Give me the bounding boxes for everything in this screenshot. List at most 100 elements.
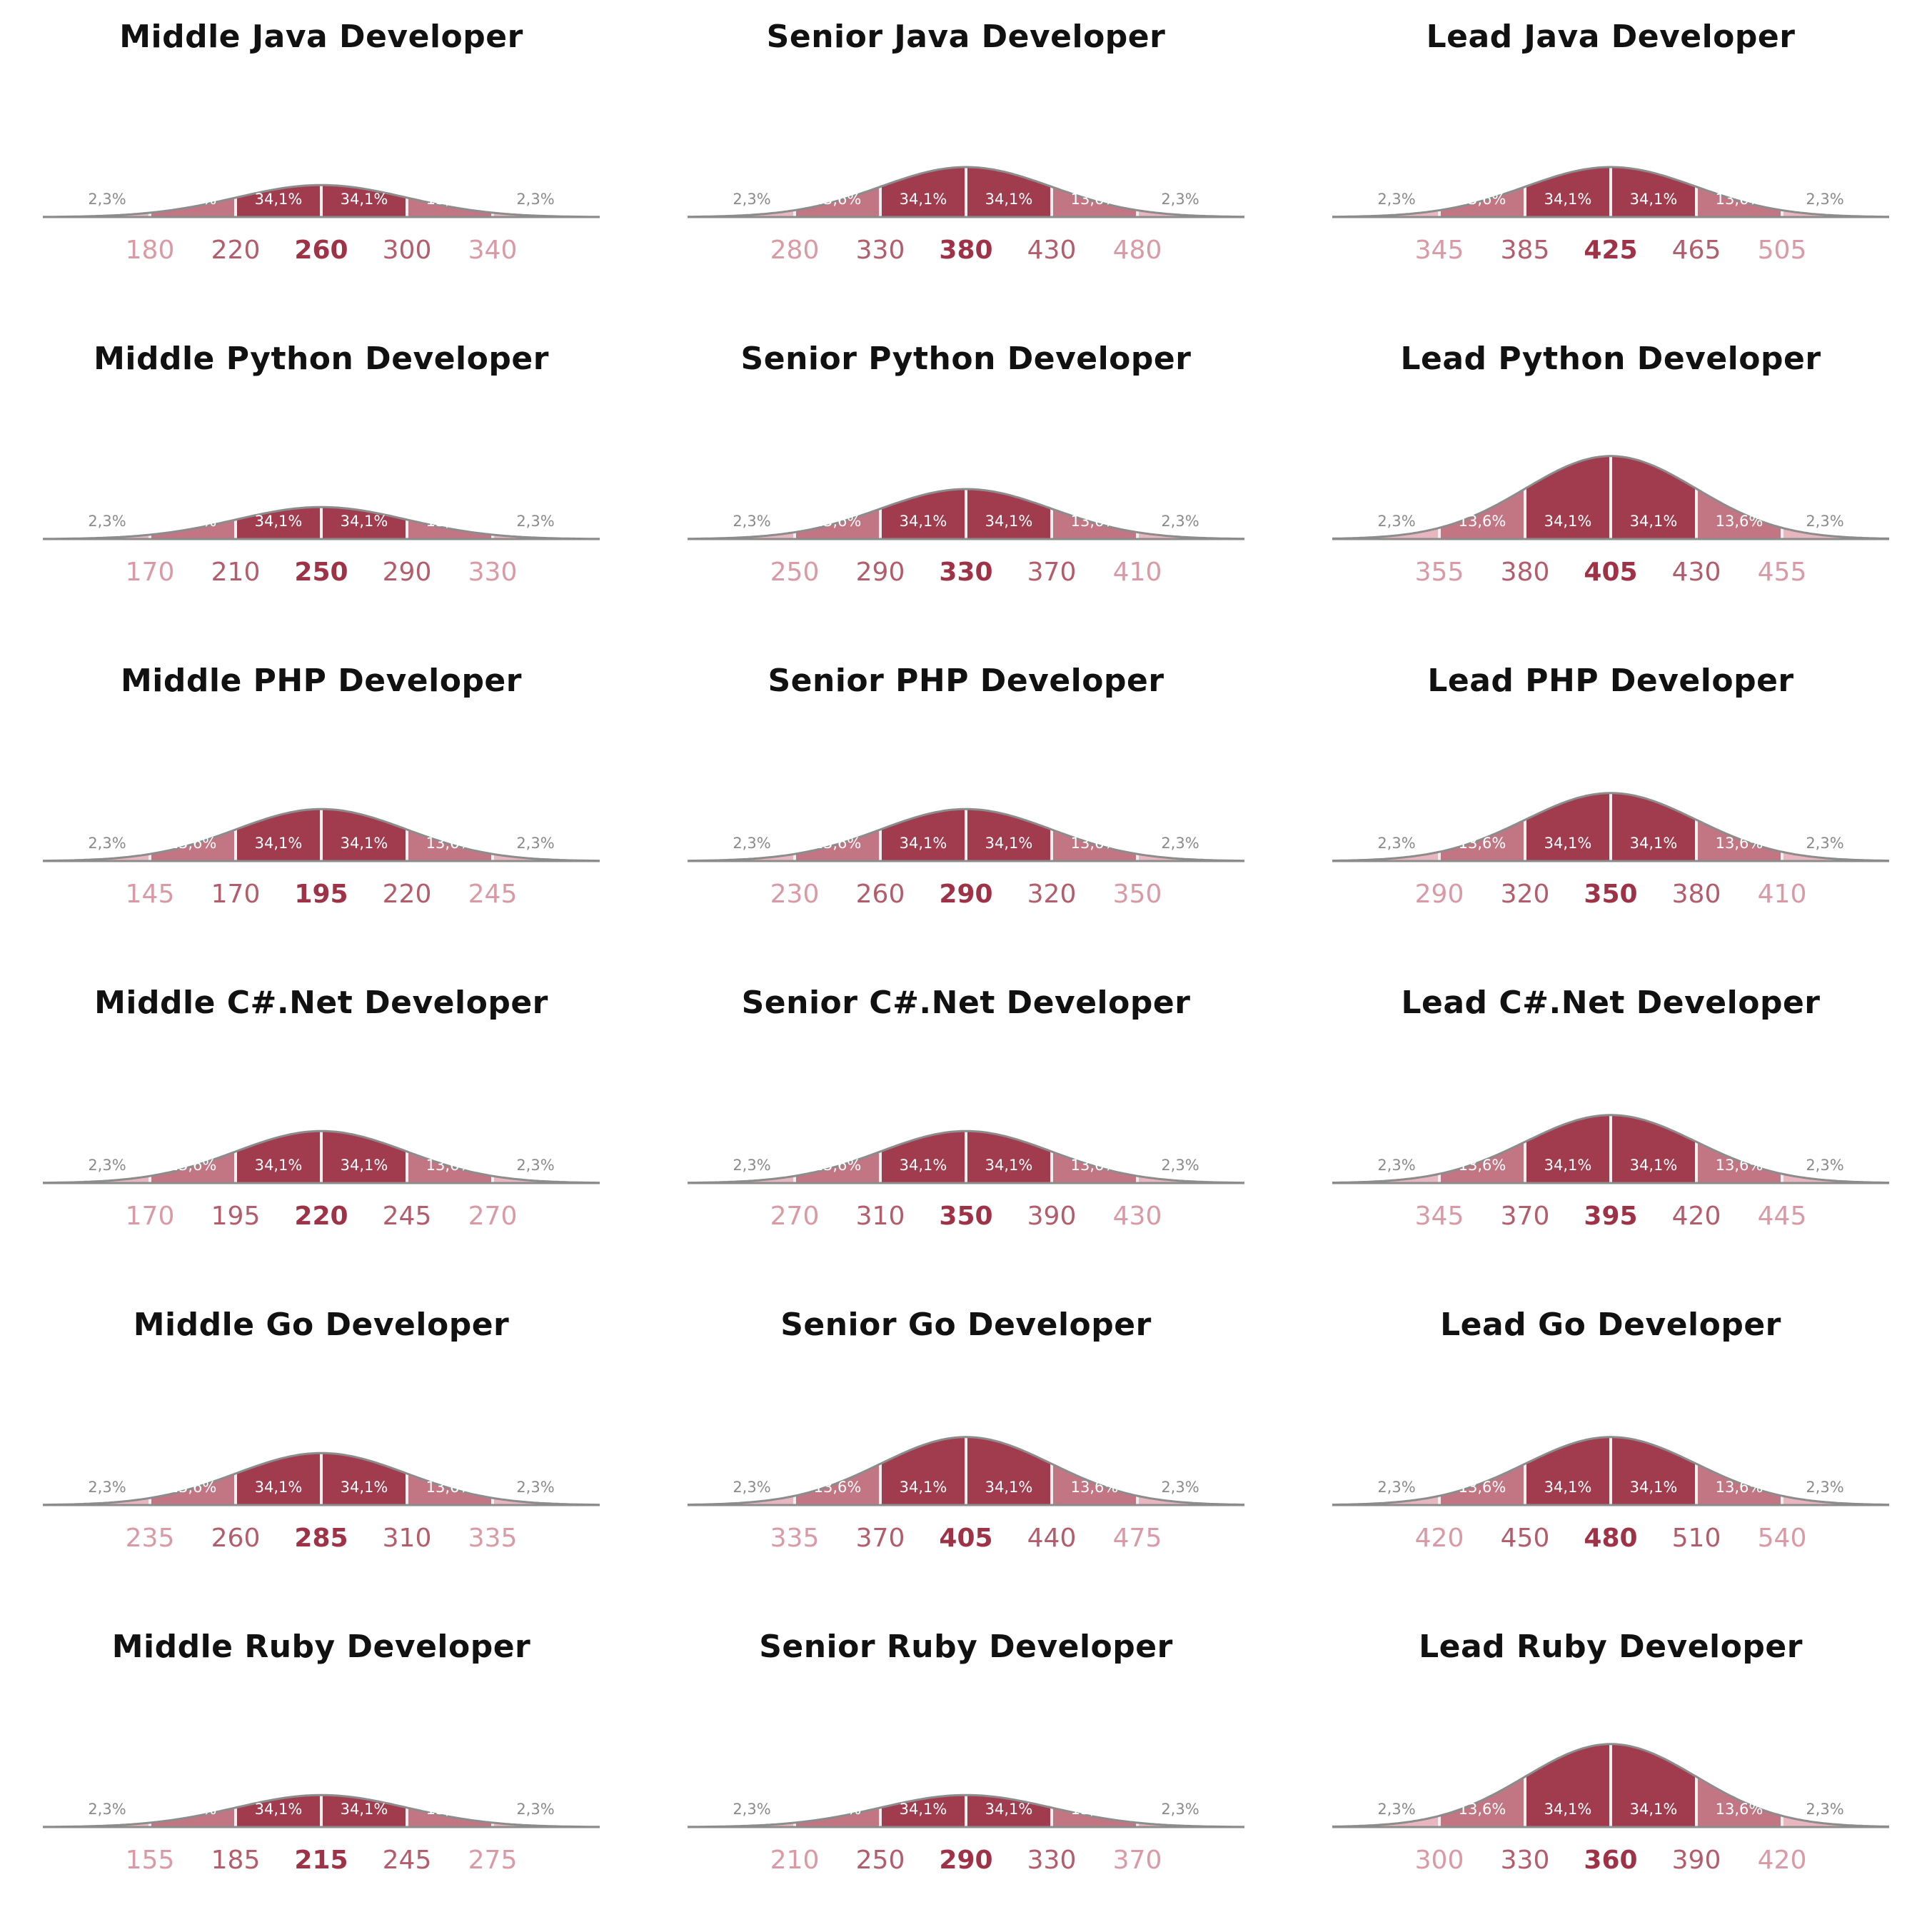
tick-label: 270: [770, 1202, 820, 1231]
segment-percent-label: 2,3%: [1161, 1801, 1199, 1818]
bell-curve: 2,3% 13,6% 34,1% 34,1% 13,6% 2,3% 230 260 290 320…: [688, 807, 1244, 909]
segment-percent-label: 2,3%: [1377, 1479, 1415, 1496]
curve-segment: [688, 854, 795, 861]
curve-segment: [1137, 854, 1244, 861]
tick-label: 480: [1584, 1524, 1637, 1553]
bell-curve: 2,3% 13,6% 34,1% 34,1% 13,6% 2,3% 235 260 285 310…: [43, 1451, 600, 1553]
curve-segment: [1137, 1822, 1244, 1827]
distribution-chart: Lead Ruby Developer 2,3% 13,6% 34,1% 34,1% 13…: [1289, 1610, 1932, 1932]
curve-segment: [688, 1822, 795, 1827]
curve-outline: [1332, 1743, 1890, 1828]
chart-title: Senior Java Developer: [766, 19, 1166, 55]
segment-percent-label: 13,6%: [1071, 835, 1119, 852]
distribution-chart: Senior Python Developer 2,3% 13,6% 34,1% 34,…: [645, 322, 1287, 644]
curve-segment: [1332, 1816, 1439, 1827]
chart-title: Lead Python Developer: [1400, 341, 1821, 377]
segment-percent-label: 13,6%: [814, 191, 862, 208]
segment-percent-label: 13,6%: [1459, 513, 1506, 530]
segment-percent-label: 34,1%: [900, 1157, 947, 1174]
tick-label: 510: [1672, 1524, 1721, 1553]
distribution-chart: Lead Go Developer 2,3% 13,6% 34,1% 34,1% 13,6…: [1289, 1288, 1932, 1610]
tick-label: 210: [211, 558, 261, 587]
segment-percent-label: 13,6%: [169, 835, 217, 852]
tick-label: 260: [294, 236, 348, 265]
tick-label: 540: [1758, 1524, 1807, 1553]
segment-percent-label: 13,6%: [169, 1479, 217, 1496]
tick-label: 300: [1415, 1846, 1464, 1875]
segment-percent-label: 2,3%: [1377, 513, 1415, 530]
segment-percent-label: 34,1%: [985, 1801, 1033, 1818]
segment-percent-label: 13,6%: [1071, 1801, 1119, 1818]
tick-label: 355: [1415, 558, 1464, 587]
tick-label: 155: [126, 1846, 175, 1875]
segment-percent-label: 34,1%: [1544, 1157, 1592, 1174]
chart-title: Senior Ruby Developer: [759, 1629, 1173, 1665]
tick-label: 290: [939, 1846, 992, 1875]
segment-percent-label: 34,1%: [900, 191, 947, 208]
curve-outline: [42, 183, 600, 218]
curve-segment: [688, 1496, 795, 1505]
segment-percent-label: 34,1%: [255, 1801, 303, 1818]
curve-segment: [493, 1498, 600, 1505]
distribution-chart: Senior Ruby Developer 2,3% 13,6% 34,1% 34,1%…: [645, 1610, 1287, 1932]
segment-percent-label: 34,1%: [1630, 835, 1678, 852]
chart-title: Lead Java Developer: [1426, 19, 1796, 55]
curve-outline: [688, 1436, 1244, 1506]
tick-label: 340: [468, 236, 518, 265]
segment-percent-label: 13,6%: [814, 1157, 862, 1174]
curve-segment: [1137, 532, 1244, 539]
tick-label: 235: [126, 1524, 175, 1553]
tick-label: 330: [1501, 1846, 1550, 1875]
segment-percent-label: 34,1%: [985, 835, 1033, 852]
curve-segment: [1782, 1496, 1889, 1505]
segment-percent-label: 2,3%: [733, 835, 770, 852]
curve-segment: [43, 1498, 150, 1505]
curve-segment: [1332, 528, 1439, 539]
chart-title: Senior Python Developer: [740, 341, 1192, 377]
curve-segment: [1332, 1496, 1439, 1505]
tick-label: 195: [294, 880, 348, 909]
tick-label: 440: [1027, 1524, 1077, 1553]
tick-label: 420: [1415, 1524, 1464, 1553]
segment-percent-label: 13,6%: [169, 1157, 217, 1174]
segment-percent-label: 2,3%: [1806, 1801, 1843, 1818]
tick-label: 360: [1584, 1846, 1637, 1875]
distribution-chart: Senior Java Developer 2,3% 13,6% 34,1% 34,1%…: [645, 0, 1287, 322]
tick-label: 195: [211, 1202, 261, 1231]
segment-percent-label: 13,6%: [814, 835, 862, 852]
bell-curve: 2,3% 13,6% 34,1% 34,1% 13,6% 2,3% 335 370 405 440…: [688, 1436, 1244, 1553]
bell-curve: 2,3% 13,6% 34,1% 34,1% 13,6% 2,3% 420 450 480 510…: [1332, 1436, 1889, 1553]
curve-segment: [688, 532, 795, 539]
segment-percent-label: 13,6%: [1716, 191, 1764, 208]
segment-percent-label: 2,3%: [516, 513, 554, 530]
chart-title: Senior Go Developer: [780, 1307, 1152, 1343]
segment-percent-label: 13,6%: [169, 1801, 217, 1818]
segment-percent-label: 13,6%: [1071, 1157, 1119, 1174]
segment-percent-label: 13,6%: [1716, 835, 1764, 852]
tick-label: 405: [1584, 558, 1637, 587]
segment-percent-label: 2,3%: [1377, 1157, 1415, 1174]
tick-label: 420: [1758, 1846, 1807, 1875]
tick-label: 450: [1501, 1524, 1550, 1553]
segment-percent-label: 13,6%: [426, 513, 474, 530]
segment-percent-label: 13,6%: [426, 1157, 474, 1174]
tick-label: 370: [856, 1524, 905, 1553]
segment-percent-label: 2,3%: [1806, 1479, 1843, 1496]
distribution-chart: Senior PHP Developer 2,3% 13,6% 34,1% 34,1% 1…: [645, 644, 1287, 966]
segment-percent-label: 34,1%: [255, 1157, 303, 1174]
distribution-chart: Lead PHP Developer 2,3% 13,6% 34,1% 34,1% 13,…: [1289, 644, 1932, 966]
segment-percent-label: 34,1%: [255, 835, 303, 852]
curve-segment: [688, 210, 795, 217]
tick-label: 430: [1027, 236, 1077, 265]
tick-label: 445: [1758, 1202, 1807, 1231]
curve-outline: [688, 1129, 1244, 1184]
segment-percent-label: 2,3%: [516, 1479, 554, 1496]
bell-curve: 2,3% 13,6% 34,1% 34,1% 13,6% 2,3% 355 380 405 430…: [1332, 455, 1890, 587]
segment-percent-label: 13,6%: [1716, 1479, 1764, 1496]
bell-curve: 2,3% 13,6% 34,1% 34,1% 13,6% 2,3% 250 290 330 370…: [688, 488, 1244, 587]
segment-percent-label: 2,3%: [516, 835, 554, 852]
segment-percent-label: 2,3%: [733, 1479, 770, 1496]
chart-title: Senior PHP Developer: [768, 663, 1164, 699]
tick-label: 330: [468, 558, 518, 587]
